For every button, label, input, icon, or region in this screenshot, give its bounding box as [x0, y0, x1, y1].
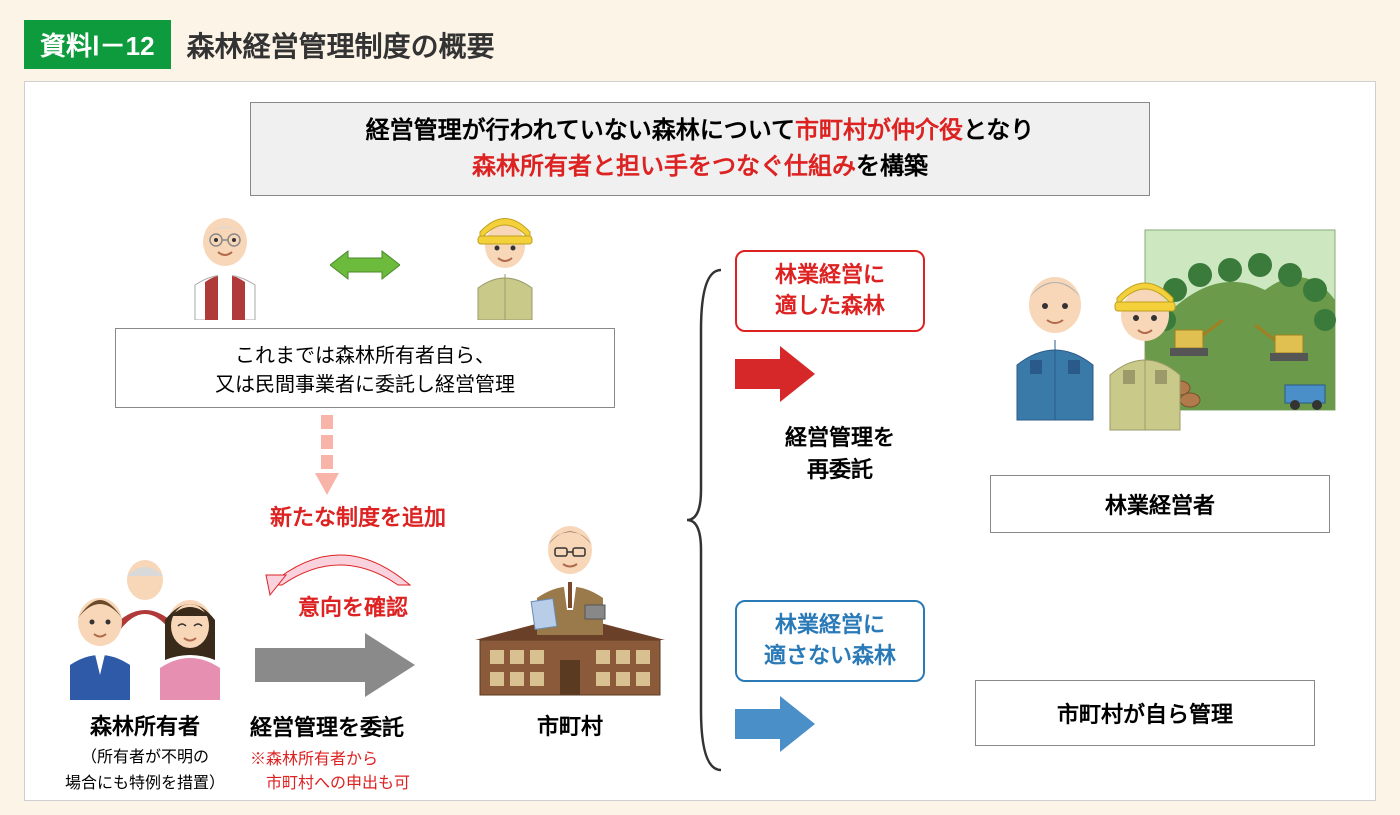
- unsuitable-path: 林業経営に 適さない森林: [735, 600, 925, 759]
- new-system-label: 新たな制度を追加: [270, 500, 446, 532]
- re-entrust-label: 経営管理を 再委託: [760, 420, 920, 484]
- summary-l1-pre: 経営管理が行われていない森林について: [366, 117, 795, 144]
- operator-group: 林業経営者: [975, 220, 1345, 533]
- worker-icon: [460, 210, 550, 320]
- entrust-arrow-icon: [255, 630, 415, 700]
- municipality-label: 市町村: [465, 709, 675, 741]
- previous-actors: [85, 210, 645, 320]
- operator-label-box: 林業経営者: [990, 475, 1330, 533]
- brace-icon: [685, 260, 725, 780]
- suitable-l1: 林業経営に: [755, 260, 905, 291]
- owners-people-icon: [50, 550, 240, 700]
- elderly-owner-icon: [180, 210, 270, 320]
- entrust-label: 経営管理を委託: [250, 710, 404, 742]
- previous-system-box: これまでは森林所有者自ら、 又は民間事業者に委託し経営管理: [115, 328, 615, 408]
- red-arrow-icon: [735, 344, 815, 404]
- prev-l1: これまでは森林所有者自ら、: [136, 339, 594, 368]
- suitable-l2: 適した森林: [755, 291, 905, 322]
- summary-l2-post: を構築: [856, 153, 928, 180]
- left-column: これまでは森林所有者自ら、 又は民間事業者に委託し経営管理: [85, 210, 645, 408]
- summary-l1-post: となり: [963, 117, 1034, 144]
- entrust-note-l1: ※森林所有者から: [250, 745, 410, 769]
- re-entrust-l2: 再委託: [760, 452, 920, 484]
- intent-label: 意向を確認: [298, 590, 408, 622]
- unsuitable-forest-box: 林業経営に 適さない森林: [735, 600, 925, 682]
- header: 資料Ⅰ－12 森林経営管理制度の概要: [24, 20, 1376, 69]
- forest-owners-group: 森林所有者 （所有者が不明の 場合にも特例を措置）: [45, 550, 245, 793]
- diagram-content: これまでは森林所有者自ら、 又は民間事業者に委託し経営管理 新たな制度を追加: [45, 210, 1355, 800]
- badge: 資料Ⅰ－12: [24, 20, 171, 69]
- re-entrust-l1: 経営管理を: [760, 420, 920, 452]
- entrust-note: ※森林所有者から 市町村への申出も可: [250, 745, 410, 793]
- suitable-path: 林業経営に 適した森林: [735, 250, 925, 409]
- summary-box: 経営管理が行われていない森林について市町村が仲介役となり 森林所有者と担い手をつ…: [250, 102, 1150, 196]
- blue-arrow-icon: [735, 694, 815, 754]
- summary-l1-accent: 市町村が仲介役: [795, 117, 963, 144]
- muni-manage-box: 市町村が自ら管理: [975, 680, 1315, 746]
- owners-note-l2: 場合にも特例を措置）: [45, 769, 245, 793]
- main-panel: 経営管理が行われていない森林について市町村が仲介役となり 森林所有者と担い手をつ…: [24, 81, 1376, 801]
- prev-l2: 又は民間事業者に委託し経営管理: [136, 368, 594, 397]
- entrust-note-l2: 市町村への申出も可: [250, 769, 410, 793]
- page-title: 森林経営管理制度の概要: [187, 25, 495, 65]
- owners-note-l1: （所有者が不明の: [45, 743, 245, 767]
- municipality-icon: [465, 510, 675, 700]
- operator-scene-icon: [975, 220, 1345, 460]
- dashed-down-arrow-icon: [315, 415, 339, 495]
- suitable-forest-box: 林業経営に 適した森林: [735, 250, 925, 332]
- unsuitable-l1: 林業経営に: [755, 610, 905, 641]
- owners-title: 森林所有者: [45, 709, 245, 741]
- unsuitable-l2: 適さない森林: [755, 641, 905, 672]
- summary-l2-accent: 森林所有者と担い手をつなぐ仕組み: [472, 153, 856, 180]
- bidirectional-arrow-icon: [330, 248, 400, 282]
- municipality-group: 市町村: [465, 510, 675, 741]
